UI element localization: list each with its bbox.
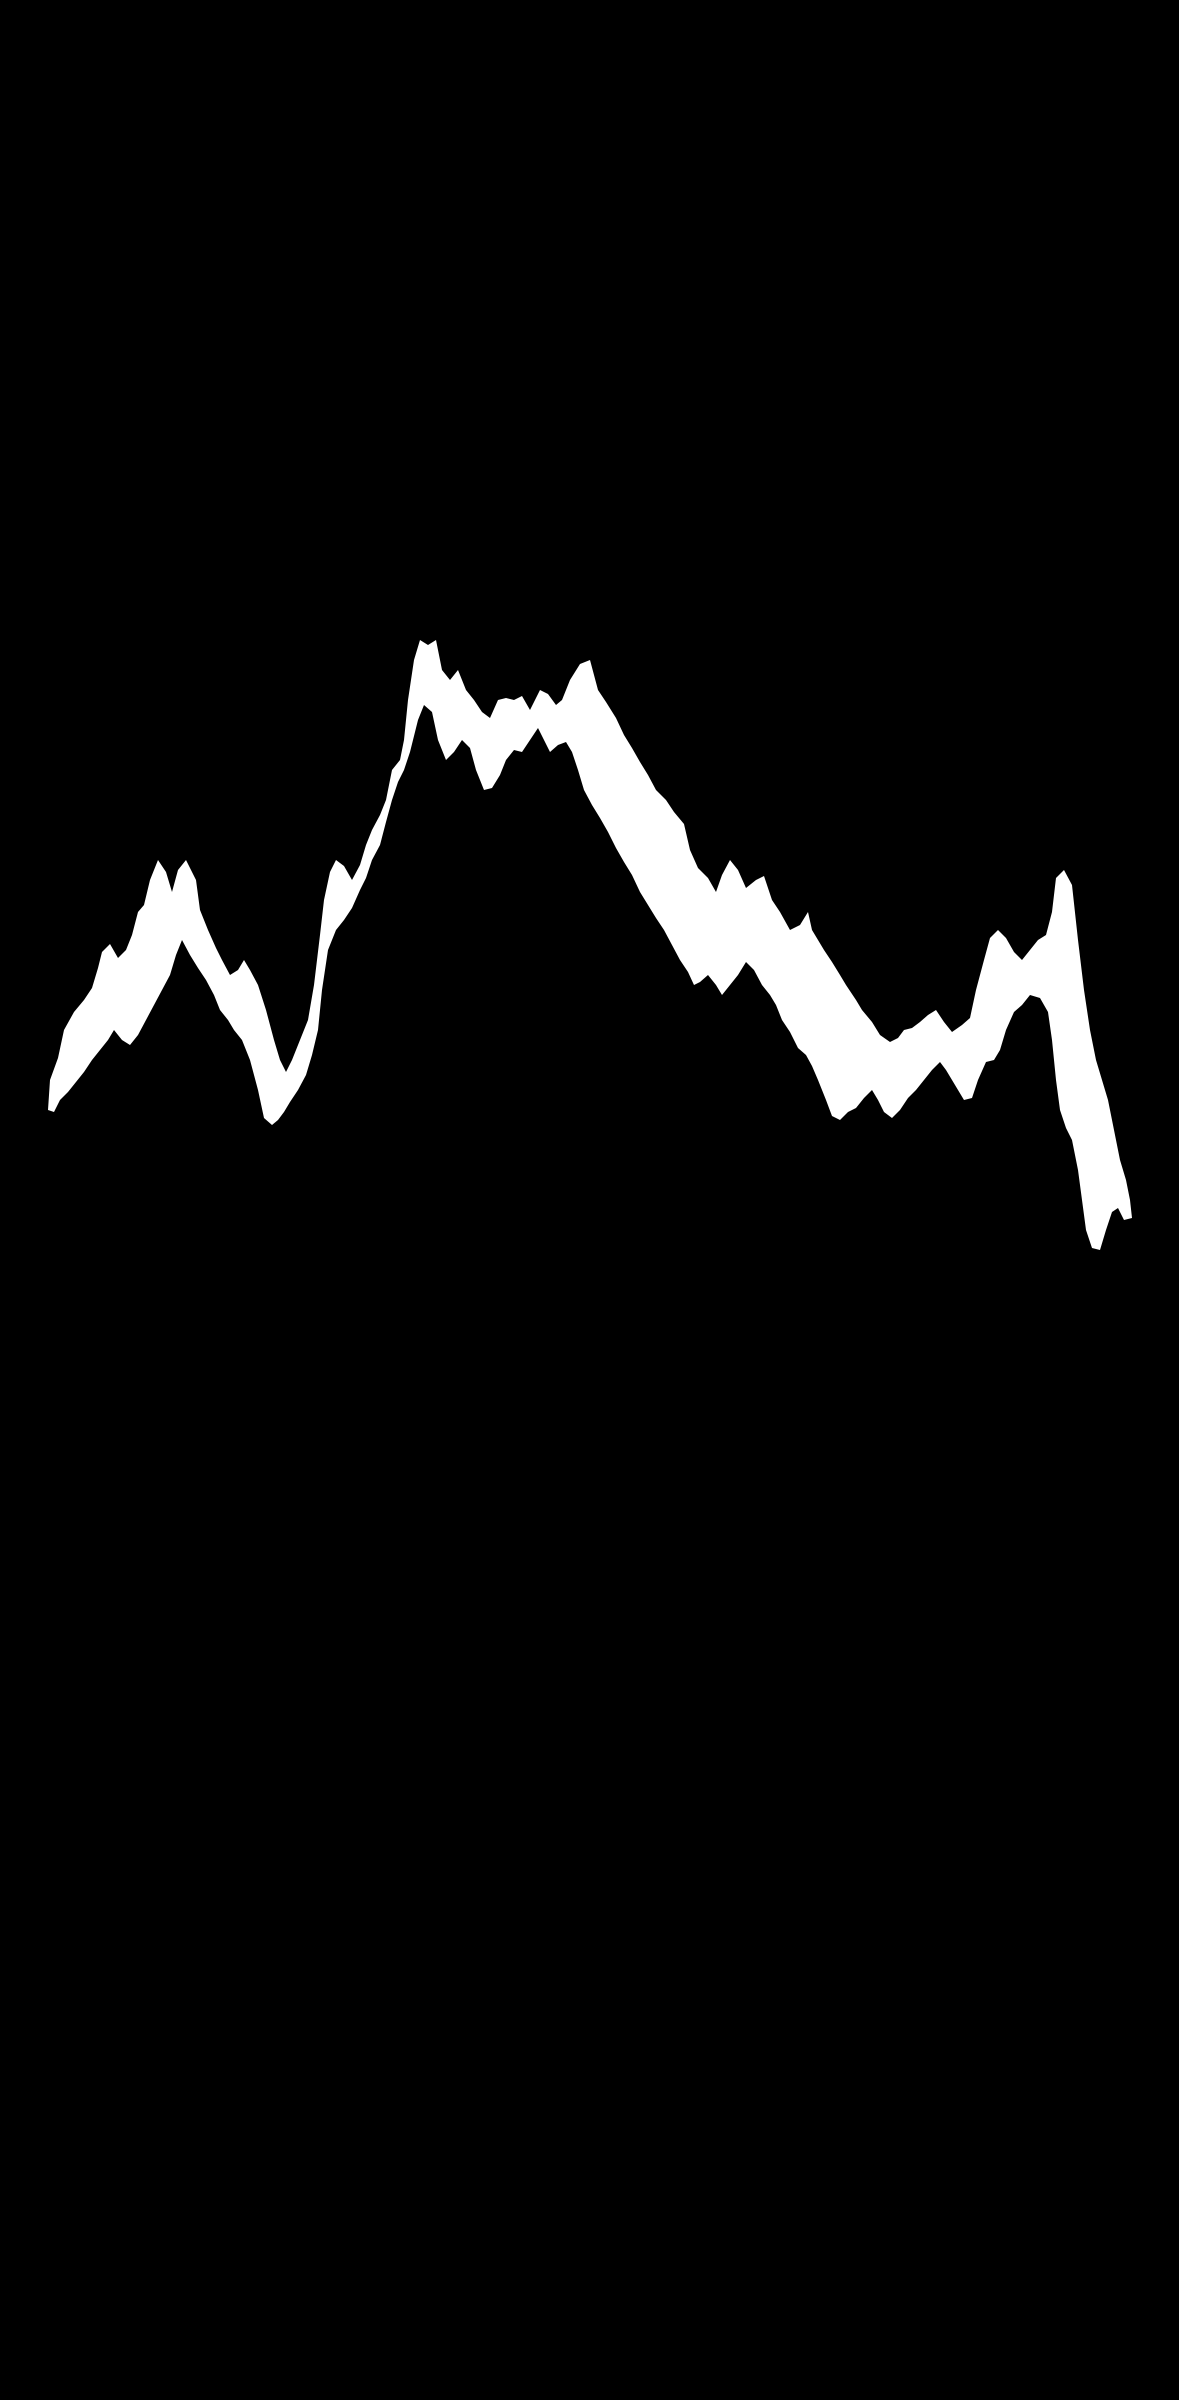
waveform-band (48, 640, 1132, 1250)
